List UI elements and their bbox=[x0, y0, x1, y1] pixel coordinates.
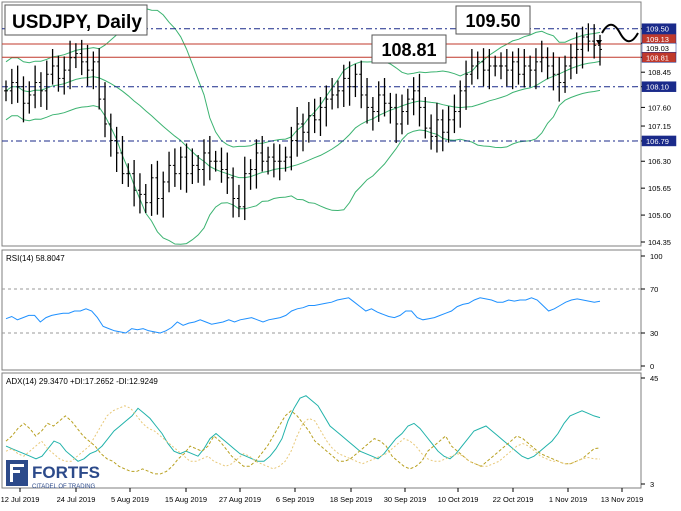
rsi-tick-label: 0 bbox=[650, 362, 654, 371]
price-tag-label: 109.13 bbox=[646, 35, 669, 44]
rsi-tick-label: 100 bbox=[650, 252, 663, 261]
rsi-tick-label: 30 bbox=[650, 329, 658, 338]
x-tick-label: 15 Aug 2019 bbox=[165, 495, 207, 504]
price-tag-label: 108.81 bbox=[646, 53, 669, 62]
price-tag-label: 109.03 bbox=[646, 44, 669, 53]
price-tick-label: 108.45 bbox=[648, 68, 671, 77]
title-box bbox=[4, 4, 148, 36]
x-tick-label: 27 Aug 2019 bbox=[219, 495, 261, 504]
x-tick-label: 30 Sep 2019 bbox=[384, 495, 427, 504]
projection-marker-icon bbox=[596, 40, 602, 45]
x-tick-label: 13 Nov 2019 bbox=[601, 495, 644, 504]
callout-108-81-box bbox=[371, 34, 447, 64]
price-tag-box bbox=[641, 135, 677, 147]
rsi-line bbox=[5, 297, 601, 334]
price-tag-label: 106.79 bbox=[646, 137, 669, 146]
adx-tick-label: 3 bbox=[650, 480, 654, 489]
price-tag-label: 109.50 bbox=[646, 25, 669, 34]
callout-109-50: 109.50 bbox=[465, 11, 520, 31]
rsi-tick-label: 70 bbox=[650, 285, 658, 294]
price-tick-label: 104.35 bbox=[648, 238, 671, 247]
rsi-layer bbox=[2, 288, 641, 334]
x-tick-label: 12 Jul 2019 bbox=[1, 495, 40, 504]
price-tag-label: 108.10 bbox=[646, 83, 669, 92]
middle-band-line bbox=[5, 60, 601, 179]
rsi-panel-frame bbox=[1, 249, 642, 371]
chart-title: USDJPY, Daily bbox=[12, 12, 142, 33]
adx-series-line-0 bbox=[5, 395, 601, 462]
price-tick-label: 105.65 bbox=[648, 184, 671, 193]
brand-tagline: CITADEL OF TRADING bbox=[32, 484, 96, 490]
callout-108-81: 108.81 bbox=[381, 40, 436, 60]
price-tick-label: 107.60 bbox=[648, 103, 671, 112]
x-tick-label: 10 Oct 2019 bbox=[438, 495, 479, 504]
x-tick-label: 22 Oct 2019 bbox=[493, 495, 534, 504]
rsi-label: RSI(14) 58.8047 bbox=[6, 254, 65, 263]
adx-panel-frame bbox=[1, 372, 642, 489]
price-layer bbox=[2, 8, 641, 245]
fortfs-logo bbox=[6, 460, 28, 486]
x-tick-label: 6 Sep 2019 bbox=[276, 495, 314, 504]
price-tag-box bbox=[641, 52, 677, 63]
x-tick-label: 1 Nov 2019 bbox=[549, 495, 587, 504]
callout-109-50-box bbox=[455, 5, 531, 35]
adx-tick-label: 45 bbox=[650, 374, 658, 383]
price-panel-frame bbox=[1, 1, 642, 247]
price-tag-box bbox=[641, 81, 677, 92]
price-tag-box bbox=[641, 23, 677, 34]
price-tick-label: 107.15 bbox=[648, 122, 671, 131]
projection-wave bbox=[601, 23, 639, 43]
adx-series-line-1 bbox=[5, 410, 601, 475]
x-tick-label: 24 Jul 2019 bbox=[57, 495, 96, 504]
adx-layer bbox=[5, 395, 601, 475]
x-tick-label: 5 Aug 2019 bbox=[111, 495, 149, 504]
x-tick-label: 18 Sep 2019 bbox=[330, 495, 373, 504]
adx-series-line-2 bbox=[5, 405, 601, 470]
price-tick-label: 105.00 bbox=[648, 211, 671, 220]
adx-label: ADX(14) 29.3470 +DI:17.2652 -DI:12.9249 bbox=[6, 377, 158, 386]
price-tick-label: 106.30 bbox=[648, 157, 671, 166]
brand-name: FORTFS bbox=[32, 463, 100, 482]
